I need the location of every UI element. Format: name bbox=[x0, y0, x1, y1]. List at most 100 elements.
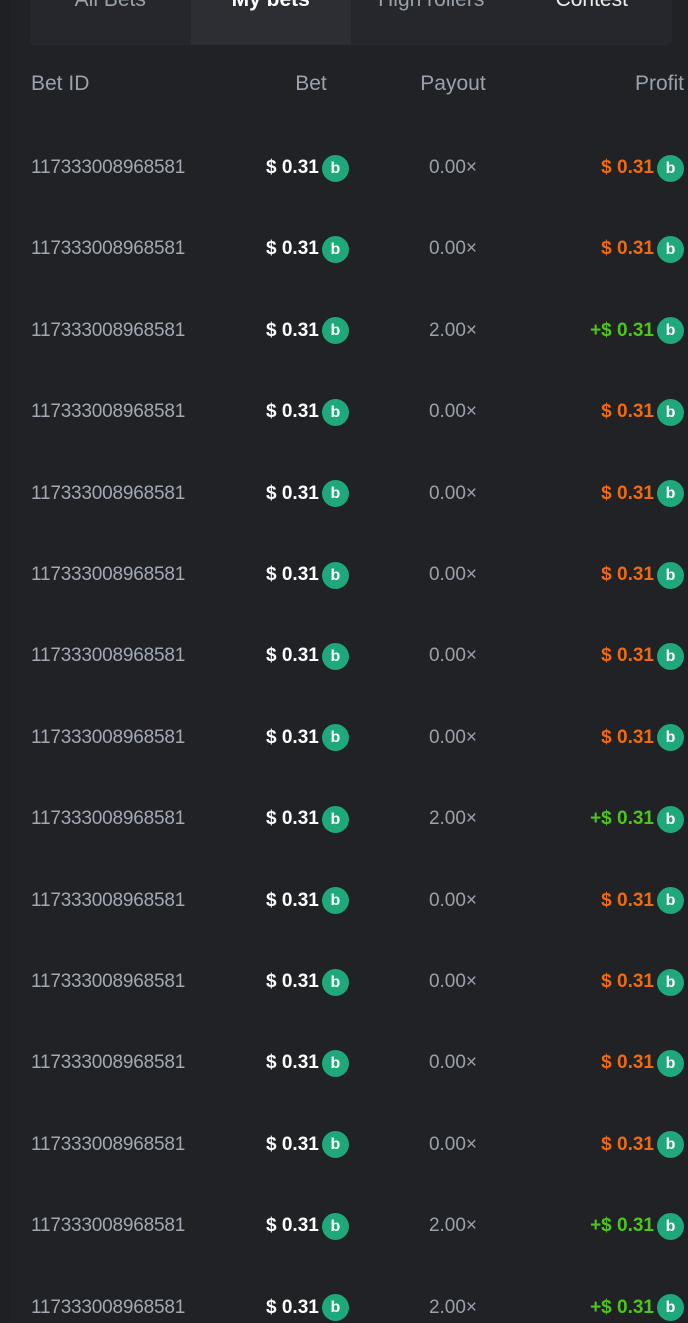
table-row[interactable]: 117333008968581 $ 0.31 b 0.00× $ 0.31 b bbox=[0, 560, 688, 590]
bet-amount: $ 0.31 b bbox=[266, 723, 349, 753]
profit-value: $ 0.31 bbox=[601, 482, 654, 504]
bet-id[interactable]: 117333008968581 bbox=[31, 971, 186, 992]
bet-value: $ 0.31 bbox=[266, 482, 319, 504]
bet-value: $ 0.31 bbox=[266, 971, 319, 992]
bc-coin-icon: b bbox=[657, 398, 684, 426]
bet-id[interactable]: 117333008968581 bbox=[31, 482, 186, 504]
bet-id[interactable]: 117333008968581 bbox=[31, 1052, 186, 1074]
profit-value: $ 0.31 bbox=[601, 401, 654, 423]
bc-coin-icon: b bbox=[321, 480, 349, 508]
bc-coin-icon: b bbox=[321, 887, 349, 915]
bet-value: $ 0.31 bbox=[266, 1133, 319, 1155]
table-row[interactable]: 117333008968581 $ 0.31 b 2.00× +$ 0.31 b bbox=[0, 804, 688, 834]
bc-coin-icon: b bbox=[657, 561, 684, 589]
table-row[interactable]: 117333008968581 $ 0.31 b 2.00× +$ 0.31 b bbox=[0, 316, 688, 346]
profit-value: $ 0.31 bbox=[601, 157, 654, 178]
bet-amount: $ 0.31 b bbox=[266, 316, 349, 346]
profit-value: +$ 0.31 bbox=[590, 319, 654, 341]
table-row[interactable]: 117333008968581 $ 0.31 b 0.00× $ 0.31 b bbox=[0, 234, 688, 264]
bc-coin-icon: b bbox=[321, 1049, 349, 1077]
payout: 2.00× bbox=[428, 808, 478, 830]
tab-my-bets[interactable]: My bets bbox=[190, 0, 351, 45]
payout: 0.00× bbox=[428, 401, 478, 423]
bc-coin-icon: b bbox=[657, 317, 684, 345]
table-row[interactable]: 117333008968581 $ 0.31 b 2.00× +$ 0.31 b bbox=[0, 1293, 688, 1323]
bet-value: $ 0.31 bbox=[266, 808, 319, 830]
bc-coin-icon: b bbox=[321, 805, 349, 833]
bet-id[interactable]: 117333008968581 bbox=[31, 238, 186, 260]
profit: $ 0.31 b bbox=[601, 723, 684, 753]
bet-value: $ 0.31 bbox=[266, 1215, 319, 1237]
bet-value: $ 0.31 bbox=[266, 319, 319, 341]
table-row[interactable]: 117333008968581 $ 0.31 b 0.00× $ 0.31 b bbox=[0, 153, 688, 183]
bc-coin-icon: b bbox=[321, 642, 349, 670]
bet-value: $ 0.31 bbox=[266, 401, 319, 423]
tab-high-rollers[interactable]: High rollers bbox=[351, 0, 512, 45]
bc-coin-icon: b bbox=[321, 724, 349, 752]
profit: $ 0.31 b bbox=[601, 1130, 684, 1160]
profit-value: +$ 0.31 bbox=[590, 1296, 654, 1318]
profit: +$ 0.31 b bbox=[590, 804, 684, 834]
profit: $ 0.31 b bbox=[601, 234, 684, 264]
bet-id[interactable]: 117333008968581 bbox=[31, 808, 186, 830]
bc-coin-icon: b bbox=[657, 154, 684, 182]
profit-value: $ 0.31 bbox=[601, 1133, 654, 1155]
table-row[interactable]: 117333008968581 $ 0.31 b 0.00× $ 0.31 b bbox=[0, 886, 688, 916]
payout: 0.00× bbox=[428, 726, 478, 748]
bc-coin-icon: b bbox=[321, 561, 349, 589]
profit: +$ 0.31 b bbox=[590, 1293, 684, 1323]
payout: 2.00× bbox=[428, 1215, 478, 1237]
tab-contest[interactable]: Contest bbox=[512, 0, 673, 45]
payout: 0.00× bbox=[428, 238, 478, 260]
bet-id[interactable]: 117333008968581 bbox=[31, 157, 186, 178]
header-payout: Payout bbox=[420, 72, 486, 95]
profit-value: $ 0.31 bbox=[601, 726, 654, 748]
bc-coin-icon: b bbox=[657, 805, 684, 833]
bet-amount: $ 0.31 b bbox=[266, 641, 349, 671]
bet-id[interactable]: 117333008968581 bbox=[31, 401, 186, 423]
bet-value: $ 0.31 bbox=[266, 564, 319, 585]
profit-value: $ 0.31 bbox=[601, 238, 654, 260]
bet-amount: $ 0.31 b bbox=[266, 886, 349, 916]
payout: 2.00× bbox=[428, 1296, 478, 1318]
table-row[interactable]: 117333008968581 $ 0.31 b 0.00× $ 0.31 b bbox=[0, 397, 688, 427]
bet-value: $ 0.31 bbox=[266, 726, 319, 748]
bet-id[interactable]: 117333008968581 bbox=[31, 1296, 186, 1318]
payout: 2.00× bbox=[428, 319, 478, 341]
payout: 0.00× bbox=[428, 1133, 478, 1155]
profit: $ 0.31 b bbox=[601, 153, 684, 183]
bet-id[interactable]: 117333008968581 bbox=[31, 726, 186, 748]
profit-value: $ 0.31 bbox=[601, 564, 654, 585]
table-row[interactable]: 117333008968581 $ 0.31 b 0.00× $ 0.31 b bbox=[0, 723, 688, 753]
bet-value: $ 0.31 bbox=[266, 157, 319, 178]
table-row[interactable]: 117333008968581 $ 0.31 b 0.00× $ 0.31 b bbox=[0, 641, 688, 671]
bc-coin-icon: b bbox=[321, 968, 349, 996]
profit-value: $ 0.31 bbox=[601, 1052, 654, 1074]
bc-coin-icon: b bbox=[321, 1294, 349, 1322]
bet-id[interactable]: 117333008968581 bbox=[31, 564, 186, 585]
table-row[interactable]: 117333008968581 $ 0.31 b 0.00× $ 0.31 b bbox=[0, 1048, 688, 1078]
bet-id[interactable]: 117333008968581 bbox=[31, 889, 186, 911]
bet-id[interactable]: 117333008968581 bbox=[31, 1133, 186, 1155]
bet-value: $ 0.31 bbox=[266, 889, 319, 911]
bc-coin-icon: b bbox=[321, 154, 349, 182]
profit-value: $ 0.31 bbox=[601, 971, 654, 992]
tab-all-bets[interactable]: All Bets bbox=[30, 0, 191, 45]
payout: 0.00× bbox=[428, 645, 478, 667]
table-row[interactable]: 117333008968581 $ 0.31 b 0.00× $ 0.31 b bbox=[0, 479, 688, 509]
table-row[interactable]: 117333008968581 $ 0.31 b 2.00× +$ 0.31 b bbox=[0, 1211, 688, 1241]
payout: 0.00× bbox=[428, 564, 478, 585]
bet-amount: $ 0.31 b bbox=[266, 967, 349, 997]
payout: 0.00× bbox=[428, 157, 478, 178]
bc-coin-icon: b bbox=[321, 317, 349, 345]
bc-coin-icon: b bbox=[321, 235, 349, 263]
bet-amount: $ 0.31 b bbox=[266, 1211, 349, 1241]
table-row[interactable]: 117333008968581 $ 0.31 b 0.00× $ 0.31 b bbox=[0, 1130, 688, 1160]
bet-id[interactable]: 117333008968581 bbox=[31, 1215, 186, 1237]
bc-coin-icon: b bbox=[657, 642, 684, 670]
bc-coin-icon: b bbox=[657, 1049, 684, 1077]
table-row[interactable]: 117333008968581 $ 0.31 b 0.00× $ 0.31 b bbox=[0, 967, 688, 997]
bet-id[interactable]: 117333008968581 bbox=[31, 645, 186, 667]
bet-id[interactable]: 117333008968581 bbox=[31, 319, 186, 341]
profit: +$ 0.31 b bbox=[590, 1211, 684, 1241]
